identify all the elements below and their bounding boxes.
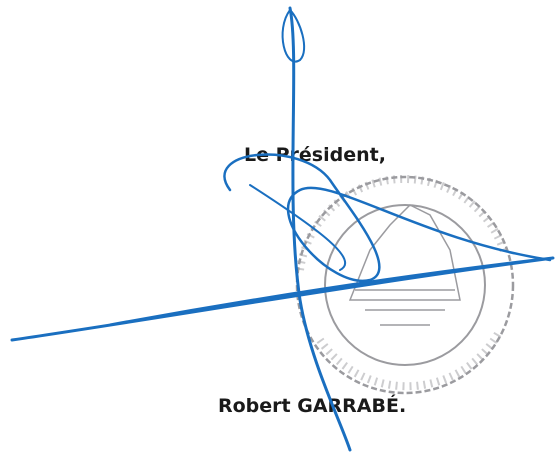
signer-name: Robert GARRABÉ. — [218, 394, 406, 417]
page: Le Président, Robert GARRABÉ. (() => { c… — [0, 0, 557, 454]
document: Le Président, Robert GARRABÉ. — [0, 0, 557, 454]
background — [0, 0, 557, 454]
